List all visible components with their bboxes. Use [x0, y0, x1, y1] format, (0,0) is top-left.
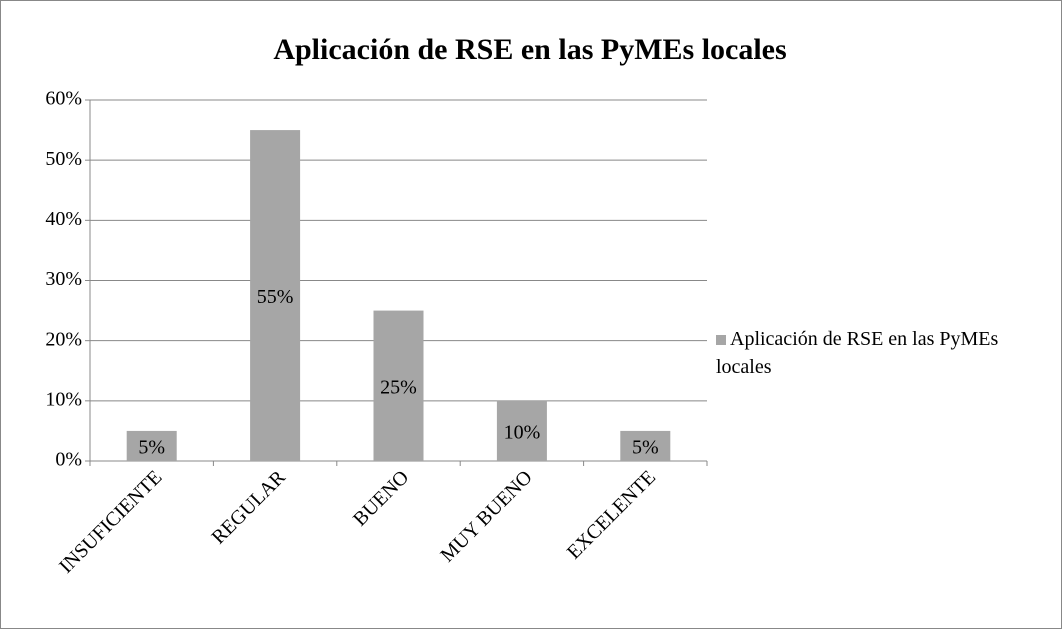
data-label: 25%	[380, 376, 417, 398]
data-label: 5%	[632, 437, 659, 459]
data-label: 10%	[504, 422, 541, 444]
y-tick-label: 20%	[45, 328, 82, 350]
legend-label: Aplicación de RSE en las PyMEs locales	[716, 328, 999, 378]
y-tick-label: 10%	[45, 388, 82, 410]
bar	[126, 430, 177, 461]
legend: Aplicación de RSE en las PyMEs locales	[716, 325, 1046, 381]
y-tick-label: 40%	[45, 208, 82, 230]
y-tick-label: 50%	[45, 148, 82, 170]
data-label: 5%	[138, 437, 165, 459]
y-tick-label: 30%	[45, 268, 82, 290]
data-label: 55%	[257, 286, 294, 308]
y-tick-label: 0%	[55, 449, 82, 471]
y-tick-label: 60%	[45, 88, 82, 110]
bar	[496, 400, 547, 461]
bar	[250, 130, 301, 462]
chart-title: Aplicación de RSE en las PyMEs locales	[273, 33, 786, 66]
bar	[620, 430, 671, 461]
bar	[373, 310, 424, 461]
legend-swatch	[716, 335, 726, 345]
